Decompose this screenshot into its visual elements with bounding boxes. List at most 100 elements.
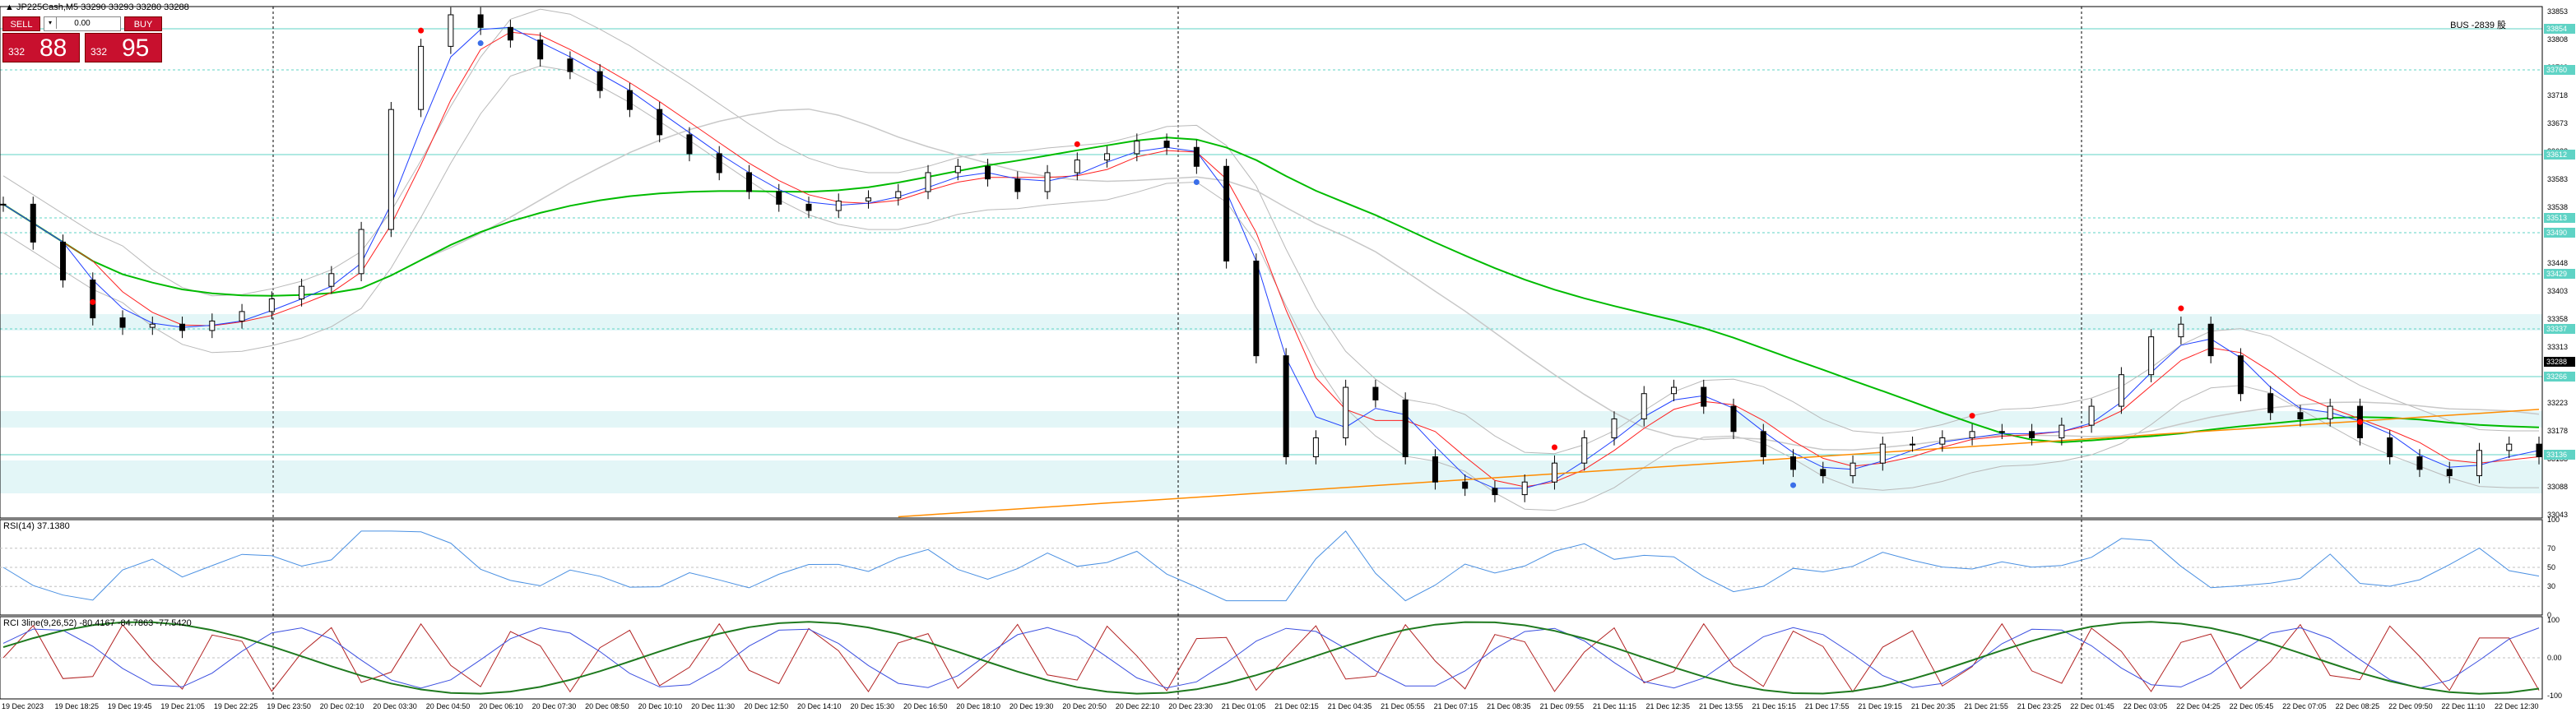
rsi-axis-label: 0 — [2547, 611, 2551, 619]
time-axis-label: 20 Dec 18:10 — [956, 702, 1000, 710]
time-axis-label: 20 Dec 08:50 — [585, 702, 629, 710]
rci-short-line — [2, 622, 2540, 693]
candle-body — [2297, 412, 2304, 419]
time-axis-label: 21 Dec 09:55 — [1540, 702, 1585, 710]
candle-body — [388, 109, 394, 230]
price-axis-label: 33403 — [2547, 287, 2568, 295]
pane-border — [0, 519, 2543, 616]
candle-body — [448, 14, 454, 47]
candle-body — [1104, 153, 1111, 161]
sell-signal-dot — [1969, 413, 1975, 419]
volume-dropdown-icon[interactable]: ▾ — [44, 17, 57, 29]
time-axis-label: 20 Dec 16:50 — [903, 702, 948, 710]
candle-body — [1492, 488, 1498, 496]
candle-body — [2476, 450, 2482, 477]
time-axis-label: 21 Dec 02:15 — [1274, 702, 1319, 710]
candle-body — [1910, 443, 1916, 446]
candle-body — [2088, 405, 2095, 426]
candle-body — [2148, 336, 2155, 376]
time-axis-label: 20 Dec 07:30 — [532, 702, 577, 710]
time-axis-label: 21 Dec 19:15 — [1858, 702, 1902, 710]
sell-signal-dot — [418, 27, 425, 34]
candle-body — [1253, 260, 1260, 357]
rsi-axis-label: 70 — [2547, 544, 2555, 553]
time-axis-label: 21 Dec 04:35 — [1328, 702, 1372, 710]
time-axis-label: 21 Dec 05:55 — [1381, 702, 1425, 710]
buy-price-pips: 95 — [122, 35, 150, 62]
candle-body — [2118, 374, 2124, 407]
sr-zone — [0, 314, 2542, 331]
buy-signal-dot — [1790, 482, 1797, 488]
time-axis-label: 20 Dec 02:10 — [320, 702, 364, 710]
candle-body — [1312, 437, 1319, 458]
candle-body — [537, 39, 544, 60]
price-tag-label: 33136 — [2546, 451, 2567, 459]
candle-body — [1879, 443, 1886, 464]
candle-body — [2416, 456, 2423, 470]
price-tag — [2544, 372, 2575, 382]
candle-body — [2029, 431, 2035, 438]
price-axis-label: 33358 — [2547, 315, 2568, 323]
one-click-trading-panel: SELL 0.00 ▾ BUY 332 88 332 95 — [2, 16, 162, 64]
ma-red-line — [2, 31, 2540, 488]
price-tag — [2544, 228, 2575, 238]
candle-body — [119, 317, 126, 328]
candle-body — [1432, 456, 1438, 483]
rsi-axis-label: 50 — [2547, 563, 2555, 571]
price-tag-label: 33337 — [2546, 325, 2567, 333]
rsi-label: RSI(14) 37.1380 — [3, 521, 70, 531]
price-axis-label: 33853 — [2547, 7, 2568, 16]
price-tag-label: 33429 — [2546, 270, 2567, 278]
sell-button[interactable]: SELL — [2, 16, 40, 31]
price-axis-label: 33538 — [2547, 203, 2568, 211]
time-axis-label: 19 Dec 23:50 — [267, 702, 311, 710]
price-tag-label: 33513 — [2546, 214, 2567, 222]
price-axis-label: 33313 — [2547, 343, 2568, 351]
price-tag — [2544, 357, 2575, 367]
price-tag — [2544, 324, 2575, 334]
time-axis-label: 22 Dec 05:45 — [2230, 702, 2274, 710]
price-tag — [2544, 269, 2575, 279]
volume-input[interactable]: 0.00 — [44, 16, 121, 31]
sell-signal-dot — [1551, 444, 1557, 451]
candle-body — [985, 165, 991, 180]
time-axis-label: 21 Dec 11:15 — [1593, 702, 1636, 710]
price-axis-label: 33043 — [2547, 511, 2568, 519]
candle-body — [1581, 437, 1588, 464]
time-axis-label: 20 Dec 19:30 — [1010, 702, 1054, 710]
time-axis-label: 19 Dec 18:25 — [54, 702, 99, 710]
time-axis-label: 20 Dec 06:10 — [479, 702, 523, 710]
sr-zone — [0, 460, 2542, 493]
time-axis-label: 20 Dec 20:50 — [1062, 702, 1107, 710]
candle-body — [1223, 165, 1230, 261]
candle-body — [1521, 481, 1528, 496]
candle-body — [1343, 386, 1349, 438]
time-axis-label: 20 Dec 14:10 — [797, 702, 842, 710]
price-axis-label: 33223 — [2547, 399, 2568, 407]
candle-body — [358, 229, 364, 275]
time-axis-label: 22 Dec 08:25 — [2336, 702, 2380, 710]
sell-signal-dot — [1074, 141, 1080, 147]
candle-body — [2267, 393, 2274, 414]
candle-body — [1402, 399, 1409, 458]
candle-body — [1074, 160, 1080, 173]
upper-band — [2, 8, 2539, 455]
time-axis-label: 22 Dec 07:05 — [2282, 702, 2327, 710]
rci-long-line — [2, 621, 2540, 695]
time-axis-label: 22 Dec 03:05 — [2123, 702, 2168, 710]
candle-body — [776, 191, 782, 205]
time-axis-label: 20 Dec 10:10 — [638, 702, 683, 710]
price-tag-label: 33760 — [2546, 66, 2567, 74]
candle-body — [60, 241, 67, 281]
price-axis-label: 33718 — [2547, 91, 2568, 99]
candle-body — [626, 90, 633, 110]
candle-body — [1850, 462, 1856, 477]
candle-body — [2506, 443, 2513, 451]
candle-body — [1283, 355, 1289, 458]
sell-price-box[interactable]: 332 88 — [2, 33, 80, 62]
candle-body — [2058, 424, 2065, 438]
buy-button[interactable]: BUY — [124, 16, 162, 31]
buy-price-box[interactable]: 332 95 — [85, 33, 162, 62]
